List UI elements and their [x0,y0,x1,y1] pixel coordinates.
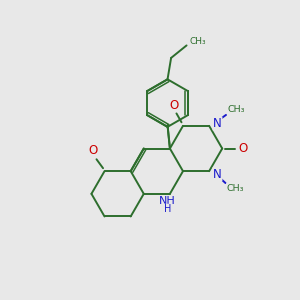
Text: N: N [213,168,222,181]
Text: CH₃: CH₃ [226,184,244,193]
Text: O: O [88,144,97,157]
Text: O: O [169,99,179,112]
Text: CH₃: CH₃ [190,38,206,46]
Text: H: H [164,204,171,214]
Text: CH₃: CH₃ [227,105,244,114]
Text: N: N [213,117,222,130]
Text: O: O [238,142,248,155]
Text: NH: NH [159,196,176,206]
